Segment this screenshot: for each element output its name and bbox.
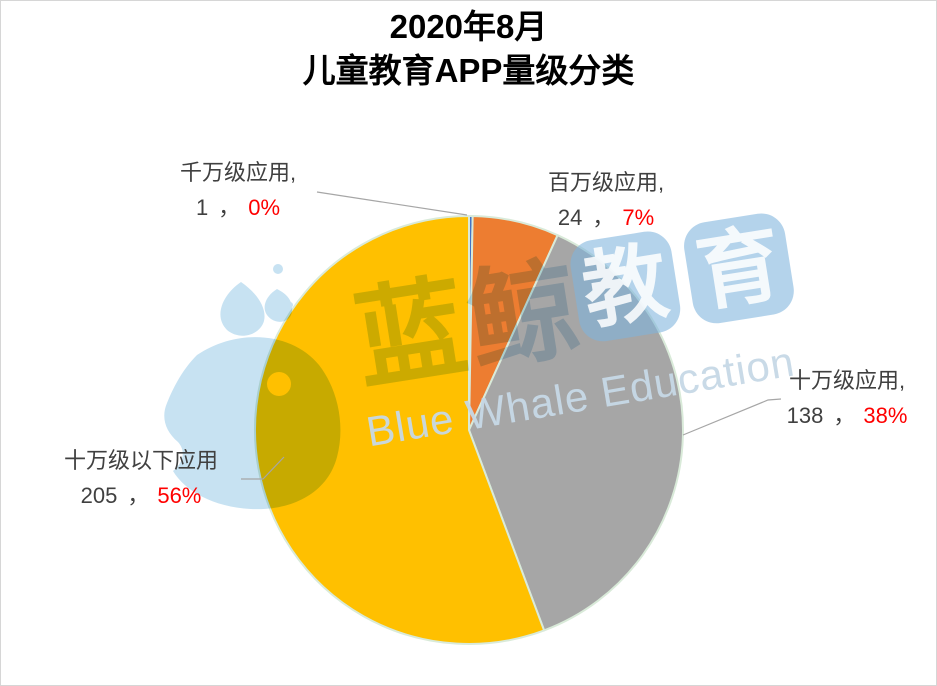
callout-baiwanji-separator: ， bbox=[592, 205, 615, 230]
callout-qianwanji-value-line: 1 ， 0% bbox=[180, 190, 296, 225]
leader-line-1 bbox=[682, 398, 782, 436]
callout-shiwanji-yixia-label: 十万级以下应用 bbox=[63, 448, 219, 473]
whale-spout-bubble-3 bbox=[287, 302, 293, 308]
callout-baiwanji-percent: 7% bbox=[622, 205, 655, 230]
callout-baiwanji-label: 百万级应用, bbox=[547, 170, 665, 195]
callout-shiwanji-yixia-separator: ， bbox=[127, 483, 150, 508]
callout-shiwanji-percent: 38% bbox=[863, 403, 908, 428]
callout-qianwanji: 千万级应用, 1 ， 0% bbox=[180, 155, 296, 225]
callout-shiwanji-value-line: 138 ， 38% bbox=[787, 398, 908, 433]
callout-qianwanji-value: 1 bbox=[195, 195, 209, 220]
callout-baiwanji: 百万级应用, 24 ， 7% bbox=[548, 165, 664, 235]
callout-shiwanji-yixia-percent: 56% bbox=[157, 483, 202, 508]
chart-title-line2: 儿童教育APP量级分类 bbox=[302, 52, 635, 89]
leader-line-0 bbox=[316, 191, 468, 216]
callout-shiwanji-value: 138 bbox=[786, 403, 824, 428]
callout-shiwanji-yixia-value: 205 bbox=[80, 483, 118, 508]
callout-qianwanji-separator: ， bbox=[218, 195, 241, 220]
whale-spout-small-drop bbox=[264, 289, 293, 322]
whale-spout-bubble-1 bbox=[273, 264, 283, 274]
whale-spout-bubble-2 bbox=[276, 311, 284, 319]
chart-title-line1: 2020年8月 bbox=[389, 8, 548, 45]
callout-baiwanji-value: 24 bbox=[557, 205, 583, 230]
callout-qianwanji-label: 千万级应用, bbox=[179, 160, 297, 185]
leader-line-2 bbox=[241, 456, 285, 480]
whale-body bbox=[164, 337, 341, 510]
callout-shiwanji-label: 十万级应用, bbox=[788, 368, 906, 393]
callout-qianwanji-percent: 0% bbox=[248, 195, 281, 220]
callout-shiwanji-separator: ， bbox=[833, 403, 856, 428]
callout-baiwanji-value-line: 24 ， 7% bbox=[548, 200, 664, 235]
callout-shiwanji: 十万级应用, 138 ， 38% bbox=[787, 363, 908, 433]
callout-shiwanji-yixia-value-line: 205 ， 56% bbox=[64, 478, 218, 513]
chart-title: 2020年8月 儿童教育APP量级分类 bbox=[1, 5, 936, 93]
whale-spout-large-drop bbox=[220, 282, 265, 336]
callout-shiwanji-yixia: 十万级以下应用 205 ， 56% bbox=[64, 443, 218, 513]
